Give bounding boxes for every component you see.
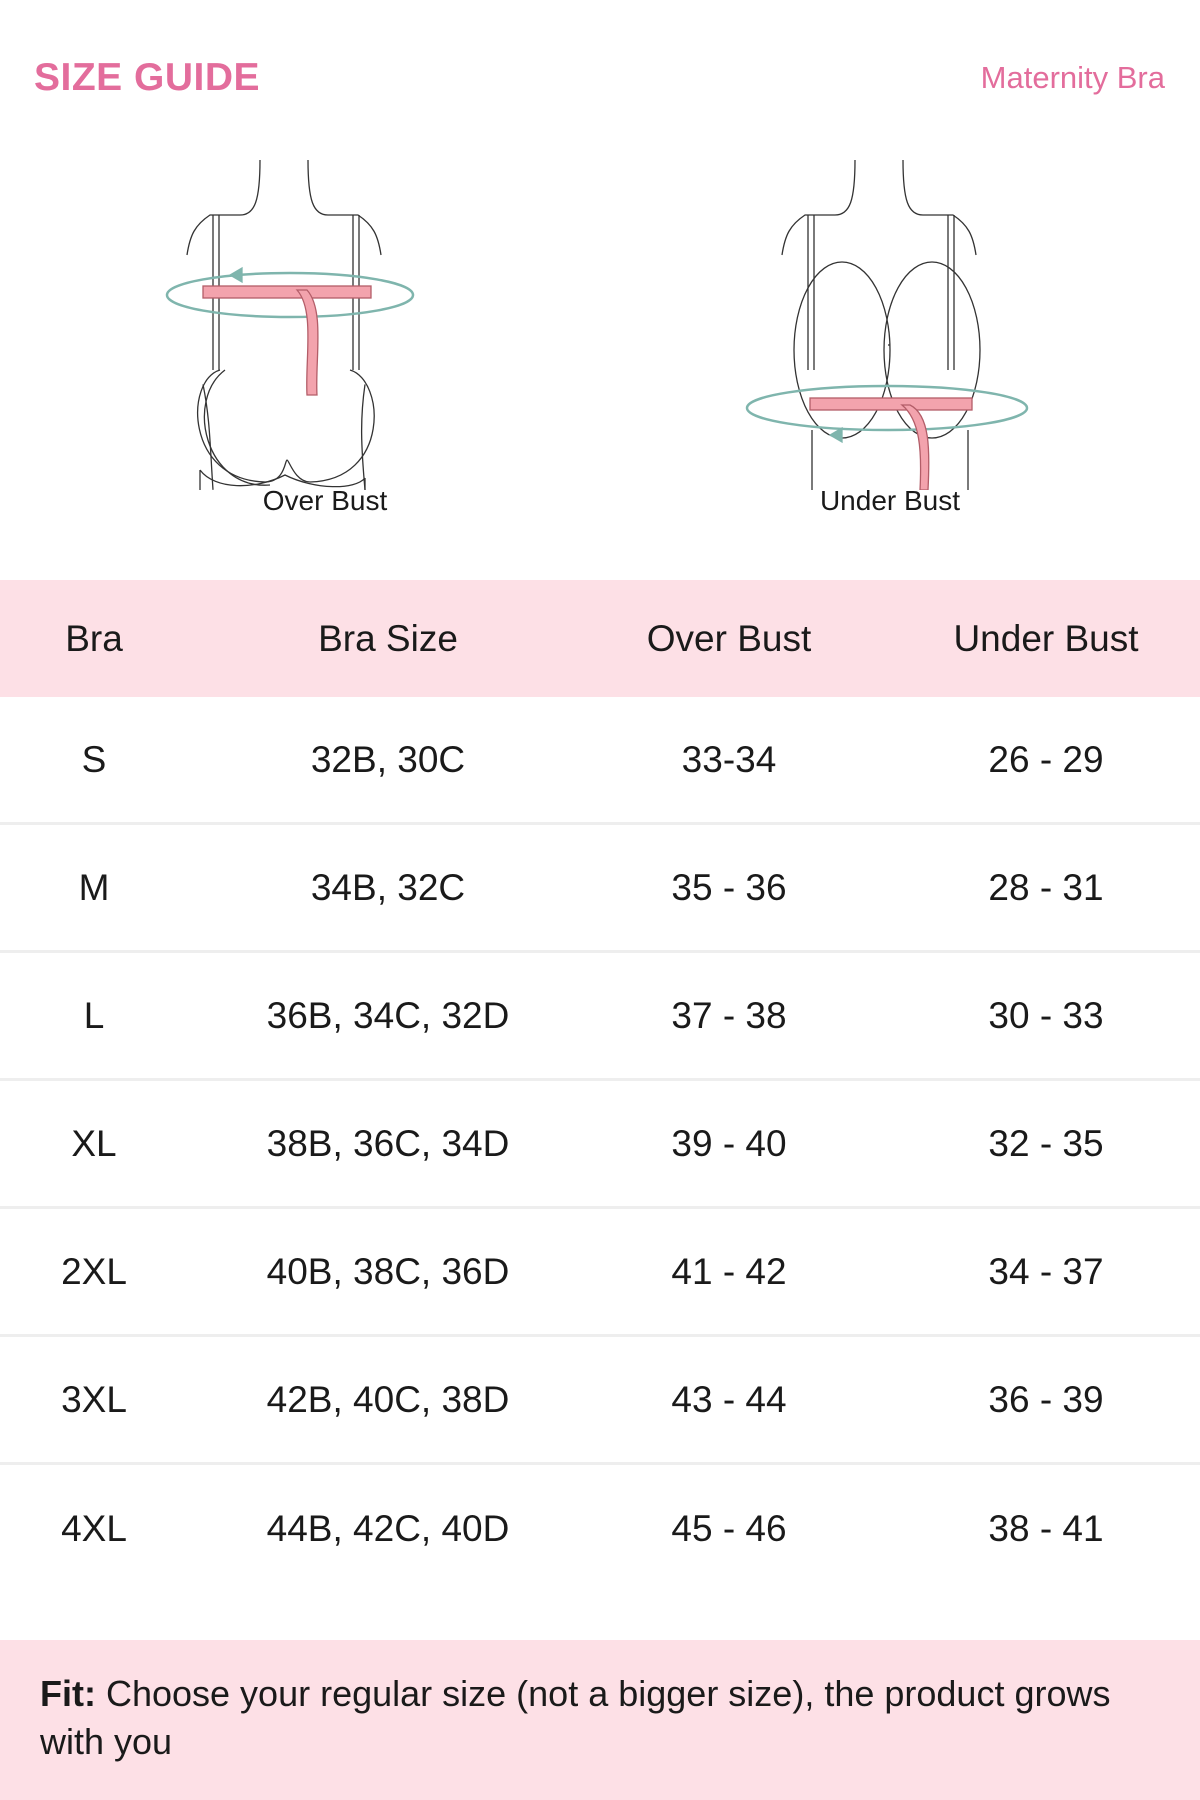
table-cell: 45 - 46	[671, 1508, 787, 1549]
table-cell: 32B, 30C	[310, 738, 466, 780]
fit-label: Fit:	[40, 1673, 96, 1714]
table-cell: 41 - 42	[671, 1250, 787, 1292]
under-bust-label: Under Bust	[819, 485, 961, 516]
table-cell: 35 - 36	[671, 866, 787, 908]
table-cell: 40B, 38C, 36D	[266, 1250, 510, 1292]
table-cell: 28 - 31	[988, 866, 1104, 908]
table-cell: 34B, 32C	[310, 866, 466, 908]
table-cell: 43 - 44	[671, 1378, 787, 1420]
table-cell: L	[83, 994, 105, 1036]
table-cell: 44B, 42C, 40D	[266, 1508, 510, 1549]
column-header: Over Bust	[646, 617, 812, 659]
over-bust-label: Over Bust	[262, 485, 388, 516]
table-cell: 3XL	[61, 1378, 127, 1420]
table-row: XL 38B, 36C, 34D 39 - 40 32 - 35	[0, 1081, 1200, 1209]
table-row: 3XL 42B, 40C, 38D 43 - 44 36 - 39	[0, 1337, 1200, 1465]
table-cell: XL	[71, 1122, 117, 1164]
fit-text: Choose your regular size (not a bigger s…	[40, 1673, 1111, 1762]
table-cell: 36 - 39	[988, 1378, 1104, 1420]
table-cell: 30 - 33	[988, 994, 1104, 1036]
table-cell: 34 - 37	[988, 1250, 1104, 1292]
under-bust-measurement-illustration	[730, 159, 1050, 491]
column-header: Under Bust	[953, 617, 1139, 659]
over-bust-measurement-illustration	[165, 159, 485, 490]
table-cell: 36B, 34C, 32D	[266, 994, 510, 1036]
column-header: Bra	[65, 617, 123, 659]
page-title: SIZE GUIDE	[34, 56, 261, 99]
table-row: L 36B, 34C, 32D 37 - 38 30 - 33	[0, 953, 1200, 1081]
product-name: Maternity Bra	[980, 60, 1165, 95]
table-cell: S	[81, 738, 107, 780]
table-header: Bra Bra Size Over Bust Under Bust	[0, 580, 1200, 697]
table-cell: 39 - 40	[671, 1122, 787, 1164]
table-cell: 4XL	[61, 1508, 127, 1549]
table-cell: 42B, 40C, 38D	[266, 1378, 510, 1420]
table-cell: 38 - 41	[988, 1508, 1104, 1549]
table-row: M 34B, 32C 35 - 36 28 - 31	[0, 825, 1200, 953]
table-row: 2XL 40B, 38C, 36D 41 - 42 34 - 37	[0, 1209, 1200, 1337]
table-cell: 2XL	[61, 1250, 127, 1292]
size-table: Bra Bra Size Over Bust Under Bust S 32B, …	[0, 580, 1200, 1655]
table-cell: 37 - 38	[671, 994, 787, 1036]
column-header: Bra Size	[318, 617, 458, 659]
table-cell: 38B, 36C, 34D	[266, 1122, 510, 1164]
table-cell: M	[78, 866, 110, 908]
table-row: S 32B, 30C 33-34 26 - 29	[0, 697, 1200, 825]
table-cell: 32 - 35	[988, 1122, 1104, 1164]
fit-note: Fit: Choose your regular size (not a big…	[0, 1640, 1200, 1800]
table-row: 4XL 44B, 42C, 40D 45 - 46 38 - 41	[0, 1465, 1200, 1655]
table-cell: 26 - 29	[988, 738, 1104, 780]
table-cell: 33-34	[681, 738, 777, 780]
